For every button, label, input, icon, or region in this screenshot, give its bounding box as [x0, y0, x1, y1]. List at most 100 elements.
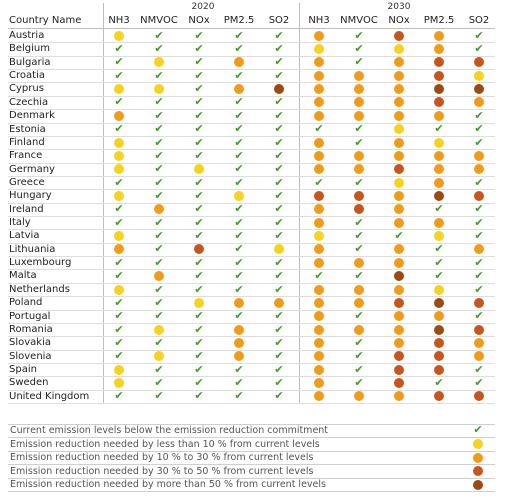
status-check-icon: ✔ [274, 255, 284, 269]
status-cell: ✔ [353, 136, 365, 149]
status-check-icon: ✔ [274, 229, 284, 243]
status-cell: ✔ [233, 270, 245, 282]
status-check-icon: ✔ [194, 389, 204, 403]
status-cell [433, 56, 445, 68]
status-circle-icon [353, 284, 365, 295]
status-cell [473, 390, 485, 402]
country-name: Lithuania [9, 243, 56, 255]
country-column-header: Country Name [9, 15, 82, 26]
status-circle-icon [433, 70, 445, 81]
status-check-icon: ✔ [234, 175, 244, 189]
status-cell: ✔ [473, 310, 485, 322]
status-cell: ✔ [233, 136, 245, 149]
status-check-icon: ✔ [434, 242, 444, 256]
status-cell: ✔ [233, 29, 245, 42]
status-cell: ✔ [153, 96, 165, 108]
status-check-icon: ✔ [354, 55, 364, 69]
status-cell: ✔ [193, 390, 205, 402]
status-check-icon: ✔ [194, 55, 204, 69]
status-check-icon: ✔ [154, 95, 164, 109]
status-cell: ✔ [113, 216, 125, 229]
status-cell: ✔ [153, 336, 165, 349]
status-circle-icon [393, 97, 405, 108]
status-cell [313, 70, 325, 82]
status-check-icon: ✔ [274, 389, 284, 403]
status-cell: ✔ [153, 28, 165, 42]
status-cell: ✔ [153, 69, 165, 82]
status-circle-icon [353, 324, 365, 335]
status-cell [473, 297, 485, 309]
year-2020-header: 2020 [191, 2, 215, 12]
status-cell [473, 243, 485, 255]
status-cell [233, 350, 245, 362]
status-cell: ✔ [473, 109, 485, 122]
row-divider [8, 189, 495, 191]
status-check-icon: ✔ [234, 95, 244, 109]
row-divider [8, 55, 495, 57]
status-check-icon: ✔ [274, 282, 284, 296]
status-cell: ✔ [473, 203, 485, 215]
status-check-icon: ✔ [234, 229, 244, 243]
status-cell: ✔ [433, 377, 445, 389]
status-circle-icon [433, 324, 445, 335]
legend-row: Emission reduction needed by 10 % to 30 … [8, 451, 495, 466]
status-check-icon: ✔ [234, 362, 244, 376]
status-cell [313, 284, 325, 296]
country-name: Italy [9, 217, 31, 229]
status-check-icon: ✔ [314, 122, 324, 136]
status-check-icon: ✔ [194, 28, 204, 42]
status-cell: ✔ [273, 163, 285, 175]
country-name: Slovakia [9, 337, 51, 349]
status-check-icon: ✔ [114, 389, 124, 403]
status-cell: ✔ [433, 203, 445, 215]
status-cell [233, 190, 245, 202]
status-cell: ✔ [273, 377, 285, 389]
status-cell [353, 70, 365, 82]
status-circle-icon [313, 324, 325, 335]
status-cell: ✔ [113, 270, 125, 282]
status-check-icon: ✔ [234, 242, 244, 256]
status-check-icon: ✔ [474, 309, 484, 323]
status-check-icon: ✔ [194, 215, 204, 229]
status-circle-icon [473, 191, 485, 201]
status-cell [393, 217, 405, 229]
status-check-icon: ✔ [474, 202, 484, 216]
status-circle-icon [113, 164, 125, 175]
status-cell: ✔ [273, 390, 285, 402]
status-cell: ✔ [113, 96, 125, 108]
legend: Current emission levels below the emissi… [8, 423, 495, 493]
status-circle-icon [393, 110, 405, 121]
status-circle-icon [473, 337, 485, 348]
country-name: Malta [9, 270, 37, 282]
status-cell: ✔ [113, 336, 125, 349]
status-cell [393, 364, 405, 376]
status-cell: ✔ [433, 256, 445, 269]
status-check-icon: ✔ [274, 335, 284, 349]
status-circle-icon [433, 150, 445, 161]
status-cell [313, 230, 325, 242]
legend-circle-icon [472, 439, 484, 450]
status-circle-icon [433, 30, 445, 41]
country-name: Czechia [9, 96, 49, 108]
status-check-icon: ✔ [274, 148, 284, 162]
status-check-icon: ✔ [274, 28, 284, 42]
status-check-icon: ✔ [274, 349, 284, 363]
status-circle-icon [273, 84, 285, 95]
status-check-icon: ✔ [194, 189, 204, 202]
status-check-icon: ✔ [154, 28, 164, 42]
status-circle-icon [113, 137, 125, 148]
status-cell: ✔ [273, 96, 285, 108]
row-divider [8, 403, 495, 405]
status-cell: ✔ [233, 283, 245, 296]
status-cell: ✔ [273, 176, 285, 189]
status-cell: ✔ [273, 28, 285, 42]
status-cell: ✔ [473, 29, 485, 42]
status-cell: ✔ [193, 136, 205, 149]
status-check-icon: ✔ [234, 68, 244, 82]
row-divider [8, 202, 495, 204]
legend-check-icon: ✔ [473, 423, 483, 436]
status-cell [393, 350, 405, 362]
status-cell [433, 83, 445, 95]
status-check-icon: ✔ [474, 362, 484, 376]
country-name: Romania [9, 323, 53, 335]
